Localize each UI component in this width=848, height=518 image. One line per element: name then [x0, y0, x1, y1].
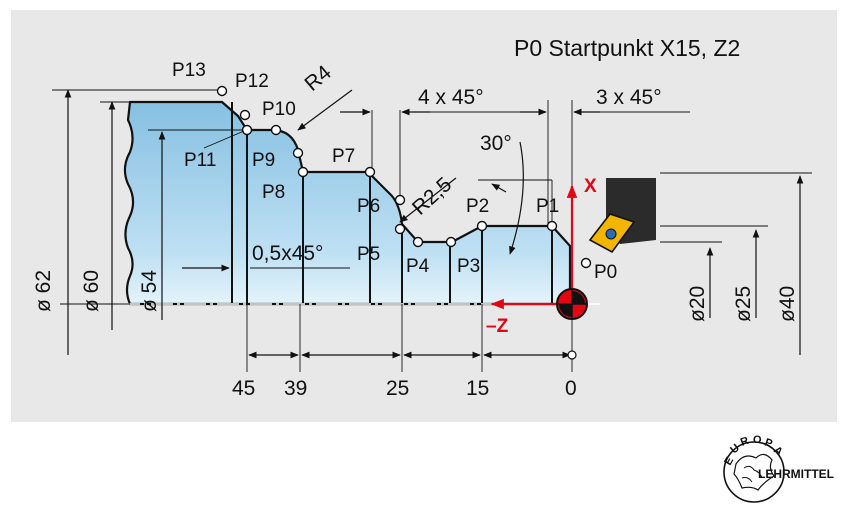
diameter-25: ø25 [732, 286, 755, 322]
leader-r4 [297, 89, 353, 131]
z-label-25: 25 [386, 377, 409, 400]
dim-right-group [660, 172, 812, 355]
diameter-62: ø 62 [32, 270, 55, 312]
dim-bottom-group [246, 304, 577, 372]
z-label-15: 15 [466, 377, 489, 400]
angle-30: 30° [480, 132, 512, 155]
label-p6: P6 [357, 196, 380, 217]
svg-text:P: P [763, 437, 774, 451]
dim-left-group [52, 89, 246, 355]
point-p2 [476, 220, 488, 232]
point-p0 [580, 257, 592, 269]
z-label-45: 45 [232, 377, 255, 400]
point-p12 [239, 109, 251, 121]
label-p7: P7 [332, 146, 355, 167]
radius-r4: R4 [300, 61, 336, 96]
leader-r2-5 [399, 177, 457, 223]
workpiece-zero-icon [556, 288, 588, 320]
point-p1 [546, 220, 558, 232]
point-p3 [445, 236, 457, 248]
x-axis-label: X [584, 176, 597, 197]
contour-points [216, 85, 592, 269]
z-label-39: 39 [284, 377, 307, 400]
cutting-tool [588, 178, 656, 254]
point-p4 [412, 236, 424, 248]
point-p8 [297, 166, 309, 178]
point-p6 [394, 194, 406, 206]
label-p0: P0 [594, 262, 617, 283]
angle-30-group [478, 141, 553, 255]
label-p13: P13 [172, 60, 206, 81]
chamfer-3x45: 3 x 45° [596, 86, 662, 109]
point-p7 [364, 166, 376, 178]
point-p5 [394, 223, 406, 235]
diameter-20: ø20 [686, 286, 709, 322]
radius-r2-5: R2,5 [408, 173, 456, 220]
start-point-caption: P0 Startpunkt X15, Z2 [514, 35, 740, 61]
dim-top-group [340, 100, 690, 240]
diameter-54: ø 54 [138, 270, 161, 312]
svg-text:O: O [753, 434, 762, 446]
label-p8: P8 [262, 182, 285, 203]
label-p11: P11 [184, 150, 216, 171]
label-p5: P5 [357, 244, 380, 265]
diameter-40: ø40 [776, 286, 799, 322]
label-p2: P2 [466, 196, 489, 217]
label-p1: P1 [536, 196, 559, 217]
point-p10 [270, 124, 282, 136]
minus-z-axis-label: –Z [486, 316, 509, 337]
point-p11 [241, 124, 253, 136]
label-p10: P10 [262, 99, 296, 120]
chamfer-05x45: 0,5x45° [252, 242, 323, 265]
diameter-60: ø 60 [80, 270, 103, 312]
logo-text-bottom: LEHRMITTEL [758, 467, 834, 481]
label-p9: P9 [252, 150, 275, 171]
z-label-0: 0 [565, 377, 577, 400]
label-p4: P4 [406, 256, 430, 277]
chamfer-4x45: 4 x 45° [418, 86, 484, 109]
svg-text:R: R [739, 435, 751, 449]
point-p13 [216, 85, 228, 97]
label-p12: P12 [235, 71, 269, 92]
point-p9 [292, 147, 304, 159]
label-p3: P3 [457, 256, 480, 277]
